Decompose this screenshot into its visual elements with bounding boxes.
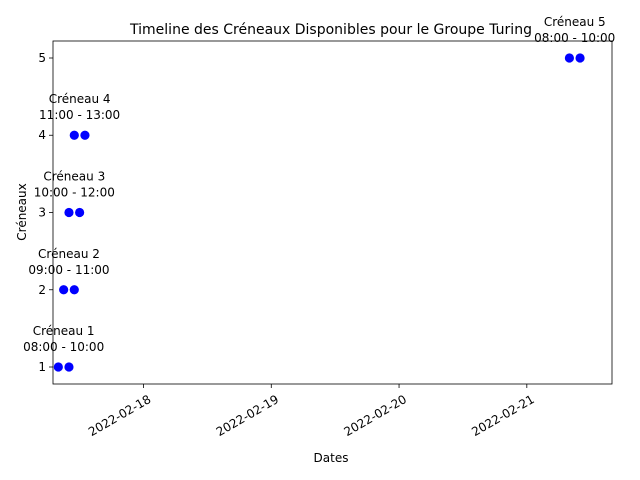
data-point	[80, 130, 90, 140]
data-point	[564, 53, 575, 63]
plot-frame	[52, 40, 613, 385]
point-annotation: Créneau 3 10:00 - 12:00	[34, 170, 115, 200]
point-annotation: Créneau 4 11:00 - 13:00	[39, 92, 120, 122]
point-annotation: Créneau 5 08:00 - 10:00	[534, 15, 615, 45]
data-point	[64, 207, 74, 218]
data-point	[69, 285, 79, 295]
data-point	[59, 285, 69, 295]
y-tick-label: 3	[38, 206, 46, 220]
chart-title: Timeline des Créneaux Disponibles pour l…	[129, 22, 532, 38]
data-point	[53, 362, 63, 372]
data-point	[75, 207, 85, 218]
point-annotation: Créneau 1 08:00 - 10:00	[23, 324, 104, 354]
data-point	[69, 130, 79, 140]
point-annotation: Créneau 2 09:00 - 11:00	[28, 247, 109, 277]
data-point	[64, 362, 74, 372]
y-axis-label: Créneaux	[15, 183, 29, 240]
y-tick-label: 4	[38, 128, 46, 142]
data-point	[575, 53, 585, 63]
y-tick-label: 1	[38, 360, 46, 374]
y-tick-label: 2	[38, 283, 46, 297]
x-axis-label: Dates	[314, 451, 349, 465]
y-tick-label: 5	[38, 51, 46, 65]
